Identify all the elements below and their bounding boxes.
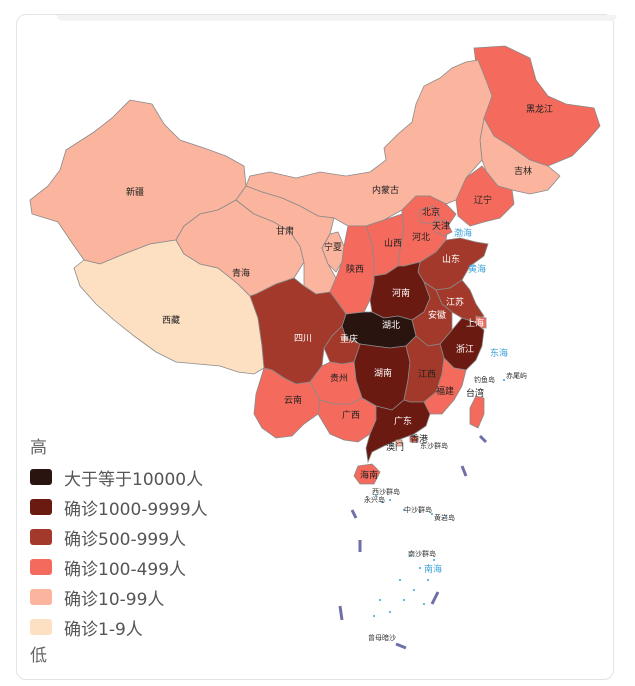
- label-fujian: 福建: [436, 385, 454, 397]
- nine-dash-line: [338, 434, 488, 650]
- sea-labels: 渤海 黄海 东海 南海: [424, 227, 508, 575]
- province-labels: 黑龙江 吉林 辽宁 内蒙古 新疆 西藏 青海 甘肃 宁夏 陕西 山西 河北 北京…: [126, 103, 553, 481]
- isle-dongsha: 东沙群岛: [420, 441, 448, 450]
- label-guizhou: 贵州: [330, 372, 348, 384]
- isle-chiwei: 赤尾屿: [506, 371, 527, 380]
- label-hebei: 河北: [412, 231, 430, 243]
- label-beijing: 北京: [422, 206, 440, 218]
- label-aomen: 澳门: [386, 441, 404, 453]
- legend-item-1[interactable]: 确诊1000-9999人: [30, 492, 290, 522]
- label-shanxi: 山西: [384, 238, 402, 249]
- dash-5: [430, 591, 440, 605]
- label-shanghai: 上海: [466, 317, 484, 329]
- legend-swatch-5: [30, 619, 52, 635]
- legend-item-0[interactable]: 大于等于10000人: [30, 462, 290, 492]
- province-jilin[interactable]: [479, 116, 561, 195]
- legend-low-label: 低: [30, 646, 47, 666]
- province-hainan[interactable]: [353, 463, 381, 485]
- legend-item-5[interactable]: 确诊1-9人: [30, 612, 290, 642]
- label-xianggang: 香港: [410, 433, 428, 445]
- isle-xisha: 西沙群岛: [372, 487, 400, 496]
- label-hunan: 湖南: [374, 367, 392, 379]
- dash-6: [338, 605, 344, 621]
- isle-diaoyu: 钓鱼岛: [474, 375, 495, 384]
- label-shaanxi: 陕西: [346, 263, 364, 275]
- label-jiangxi: 江西: [418, 369, 436, 380]
- legend-swatch-1: [30, 499, 52, 515]
- province-yunnan[interactable]: [253, 367, 321, 439]
- dash-3: [350, 509, 358, 519]
- province-beijing[interactable]: [419, 205, 441, 225]
- label-xinjiang: 新疆: [126, 186, 144, 198]
- legend-label-4: 确诊10-99人: [64, 589, 165, 610]
- label-tianjin: 天津: [432, 221, 450, 232]
- legend-item-3[interactable]: 确诊100-499人: [30, 552, 290, 582]
- legend-item-2[interactable]: 确诊500-999人: [30, 522, 290, 552]
- visual-map-legend: 高 大于等于10000人 确诊1000-9999人 确诊500-999人 确诊1…: [30, 434, 290, 670]
- legend-item-4[interactable]: 确诊10-99人: [30, 582, 290, 612]
- legend-label-5: 确诊1-9人: [64, 619, 143, 640]
- isle-zengmu: 曾母暗沙: [368, 633, 396, 642]
- label-jiangsu: 江苏: [446, 296, 464, 308]
- label-guangdong: 广东: [394, 415, 412, 427]
- sea-donghai: 东海: [490, 347, 508, 359]
- province-liaoning[interactable]: [455, 165, 515, 227]
- isle-nansha: 南沙群岛: [408, 549, 436, 558]
- label-jilin: 吉林: [514, 165, 532, 177]
- isle-zhongsha: 中沙群岛: [404, 505, 432, 514]
- dash-1: [478, 434, 488, 444]
- dash-7: [395, 642, 407, 650]
- card-top-strip: [57, 15, 617, 21]
- label-taiwan: 台湾: [466, 387, 484, 399]
- province-tianjin[interactable]: [435, 219, 453, 237]
- legend-swatch-0: [30, 469, 52, 485]
- province-aomen[interactable]: [395, 439, 403, 447]
- label-xizang: 西藏: [162, 314, 180, 326]
- province-taiwan[interactable]: [469, 395, 485, 429]
- label-sichuan: 四川: [294, 334, 312, 344]
- isle-huangyan: 黄岩岛: [434, 513, 455, 522]
- label-chongqing: 重庆: [340, 333, 358, 345]
- province-xianggang[interactable]: [409, 435, 419, 443]
- island-labels: 钓鱼岛 赤尾屿 东沙群岛 西沙群岛 永兴岛 中沙群岛 黄岩岛 南沙群岛 曾母暗沙: [364, 371, 527, 642]
- label-hubei: 湖北: [382, 320, 400, 331]
- label-henan: 河南: [392, 287, 410, 299]
- label-shandong: 山东: [442, 253, 460, 265]
- sea-bohai: 渤海: [454, 227, 472, 239]
- label-hainan: 海南: [360, 469, 378, 481]
- label-ningxia: 宁夏: [324, 241, 342, 253]
- label-guangxi: 广西: [342, 409, 360, 421]
- label-anhui: 安徽: [428, 309, 446, 321]
- legend-label-0: 大于等于10000人: [64, 469, 204, 490]
- legend-swatch-3: [30, 559, 52, 575]
- legend-label-1: 确诊1000-9999人: [64, 499, 208, 520]
- legend-high-label: 高: [30, 438, 47, 458]
- legend-label-2: 确诊500-999人: [64, 529, 187, 550]
- label-qinghai: 青海: [232, 267, 250, 279]
- province-layer: [29, 45, 601, 485]
- label-yunnan: 云南: [284, 394, 302, 406]
- legend-swatch-2: [30, 529, 52, 545]
- legend-swatch-4: [30, 589, 52, 605]
- province-fujian[interactable]: [423, 357, 467, 415]
- legend-label-3: 确诊100-499人: [64, 559, 187, 580]
- sea-huanghai: 黄海: [468, 263, 486, 275]
- label-liaoning: 辽宁: [474, 194, 492, 206]
- isle-yongxing: 永兴岛: [364, 495, 385, 504]
- dash-2: [460, 465, 468, 477]
- label-zhejiang: 浙江: [456, 343, 474, 355]
- label-heilongjiang: 黑龙江: [526, 103, 553, 115]
- sea-nanhai: 南海: [424, 563, 442, 575]
- label-gansu: 甘肃: [276, 225, 294, 237]
- south-sea-islands-dots: [373, 375, 517, 617]
- province-guangdong[interactable]: [365, 399, 431, 464]
- label-neimenggu: 内蒙古: [372, 184, 399, 196]
